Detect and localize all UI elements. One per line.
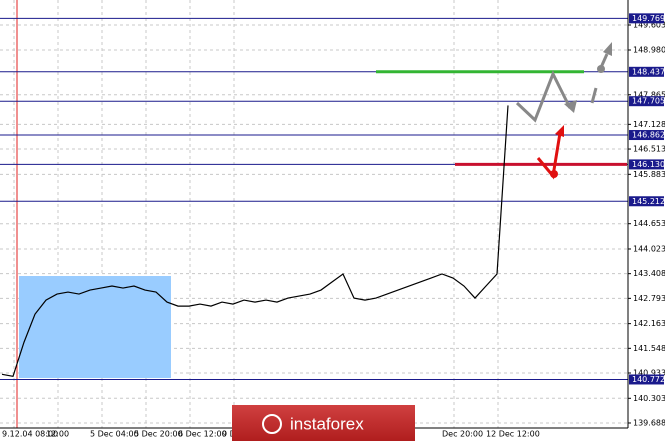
level-label: 140.772: [632, 375, 665, 384]
y-tick-label: 143.408: [633, 269, 665, 278]
level-label: 148.437: [632, 67, 665, 76]
forecast-dot: [597, 65, 605, 73]
alt-dot: [550, 170, 558, 178]
level-label: 146.862: [632, 131, 665, 140]
y-tick-label: 144.653: [633, 219, 665, 228]
y-tick-label: 148.980: [633, 46, 665, 55]
y-tick-label: 147.128: [633, 120, 665, 129]
x-tick-label: 5 Dec 20:00: [134, 430, 183, 439]
axis-labels: 149.603 148.980 147.865 147.128 146.513 145.8…: [2, 13, 665, 439]
level-label-box: [629, 13, 664, 24]
y-tick-label: 146.513: [633, 145, 665, 154]
level-label: 146.130: [632, 160, 665, 169]
forecast-dash: [590, 87, 598, 104]
price-line: [1, 105, 509, 378]
arrowhead: [564, 100, 577, 113]
watermark-text: instaforex: [290, 414, 364, 433]
x-tick-label: 9.12.04 08:00: [2, 430, 58, 439]
y-tick-label: 139.688: [633, 418, 665, 427]
y-tick-label: 140.933: [633, 369, 665, 378]
y-tick-label: 141.548: [633, 344, 665, 353]
arrowhead: [555, 125, 564, 137]
level-label: 147.705: [632, 97, 665, 106]
level-label-box: [629, 66, 664, 77]
range-box: [19, 276, 171, 378]
x-tick-label: 5 Dec 04:00: [90, 430, 139, 439]
x-tick-label: 12:00: [46, 430, 69, 439]
watermark: instaforex: [232, 405, 415, 441]
level-label: 149.769: [632, 14, 665, 23]
level-label: 145.212: [632, 197, 665, 206]
level-label-box: [629, 374, 664, 385]
forecast-path: [515, 70, 572, 123]
level-label-box: [629, 159, 664, 170]
forecast-arrows: [515, 42, 612, 180]
plot: [0, 17, 628, 380]
arrowhead: [603, 42, 612, 56]
x-tick-label: 12 Dec 12:00: [486, 430, 540, 439]
level-label-box: [629, 130, 664, 141]
y-tick-label: 145.883: [633, 170, 665, 179]
y-tick-label: 142.793: [633, 294, 665, 303]
y-tick-label: 144.023: [633, 244, 665, 253]
x-tick-label: 6 Dec 12:00: [178, 430, 227, 439]
y-tick-label: 142.163: [633, 319, 665, 328]
y-tick-label: 147.865: [633, 90, 665, 99]
level-label-box: [629, 196, 664, 207]
y-tick-label: 149.603: [633, 21, 665, 30]
level-label-box: [629, 96, 664, 107]
x-tick-label: Dec 20:00: [442, 430, 483, 439]
watermark-logo: [262, 414, 282, 434]
y-tick-label: 140.303: [633, 394, 665, 403]
